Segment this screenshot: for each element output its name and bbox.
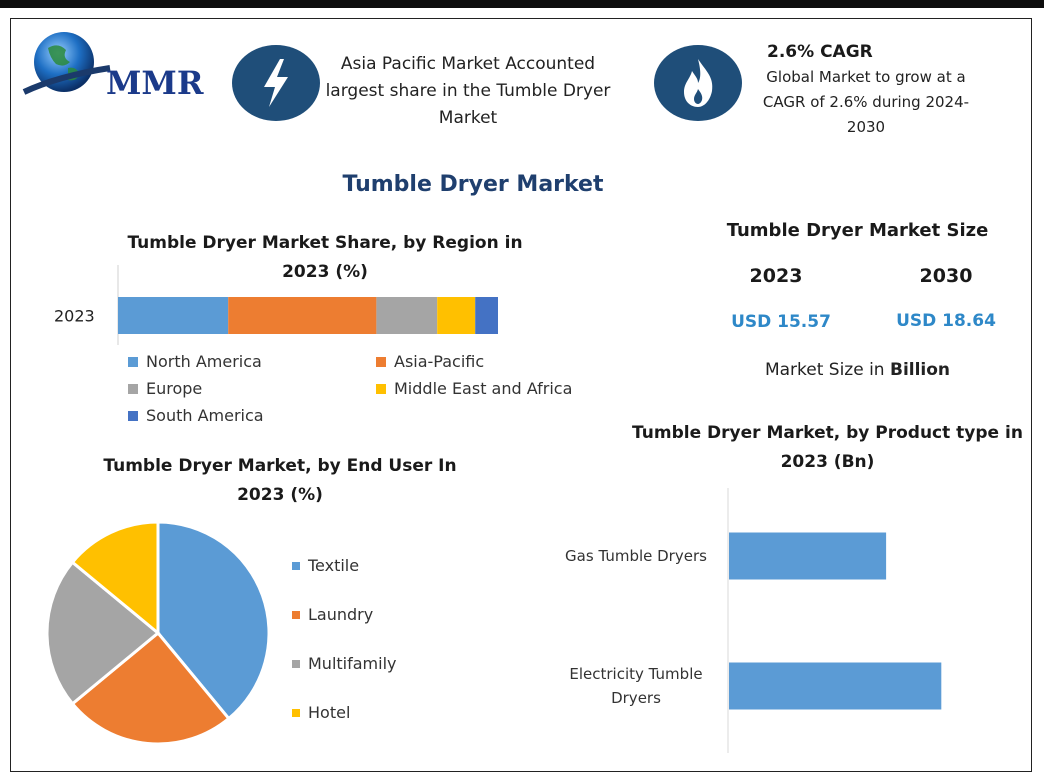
pie-slice-multifamily bbox=[45, 560, 161, 706]
legend-label: Hotel bbox=[308, 703, 351, 722]
legend-label: Textile bbox=[308, 556, 360, 575]
product-bar-electricity-tumble-dryers bbox=[729, 662, 942, 710]
product-type-chart-title: Tumble Dryer Market, by Product type in … bbox=[632, 423, 1023, 472]
logo-text: MMR bbox=[106, 64, 204, 102]
legend-swatch bbox=[292, 561, 300, 570]
infographic-frame bbox=[10, 18, 1032, 772]
market-size-value-2030: USD 18.64 bbox=[896, 311, 996, 331]
legend-item-europe: Europe bbox=[128, 379, 202, 398]
legend-label: Asia-Pacific bbox=[394, 352, 485, 371]
legend-item-middle-east-africa: Middle East and Africa bbox=[376, 379, 572, 398]
end-user-legend: Textile Laundry Multifamily Hotel bbox=[292, 556, 452, 736]
lightning-icon bbox=[264, 59, 288, 107]
region-bar-segment-south-america bbox=[475, 297, 498, 334]
market-size-note-prefix: Market Size in bbox=[764, 360, 890, 380]
cagr-title: 2.6% CAGR bbox=[767, 42, 873, 62]
pie-legend-item-multifamily: Multifamily bbox=[292, 654, 397, 673]
legend-label: Multifamily bbox=[308, 654, 397, 673]
region-bar-segment-europe bbox=[376, 297, 438, 334]
legend-swatch bbox=[292, 708, 300, 717]
legend-label: North America bbox=[146, 352, 262, 371]
market-size-value-2023: USD 15.57 bbox=[731, 312, 831, 332]
globe-icon bbox=[22, 32, 111, 95]
legend-item-south-america: South America bbox=[128, 406, 264, 425]
market-size-year-2023: 2023 bbox=[749, 265, 803, 287]
legend-swatch bbox=[292, 610, 300, 619]
pie-legend-item-laundry: Laundry bbox=[292, 605, 373, 624]
product-type-bar-chart: Gas Tumble Dryers Electricity Tumble Dryer… bbox=[565, 488, 942, 753]
legend-swatch bbox=[128, 410, 138, 421]
pie-slice-textile bbox=[156, 520, 271, 721]
region-legend: North America Asia-Pacific Europe Middle… bbox=[128, 352, 608, 432]
legend-item-north-america: North America bbox=[128, 352, 262, 371]
main-title: Tumble Dryer Market bbox=[342, 172, 604, 197]
legend-swatch bbox=[292, 659, 300, 668]
legend-swatch bbox=[376, 356, 386, 367]
legend-swatch bbox=[128, 356, 138, 367]
region-bar-segment-north-america bbox=[118, 297, 229, 334]
region-bar-segment-asia-pacific bbox=[228, 297, 377, 334]
legend-swatch bbox=[376, 383, 386, 394]
top-bar bbox=[0, 0, 1044, 8]
market-size-note: Market Size in Billion bbox=[700, 360, 1015, 380]
market-size-year-2030: 2030 bbox=[919, 265, 973, 287]
end-user-chart-title: Tumble Dryer Market, by End User In 2023… bbox=[103, 456, 457, 505]
legend-label: South America bbox=[146, 406, 264, 425]
market-size-note-unit: Billion bbox=[889, 360, 951, 380]
pie-slice-laundry bbox=[70, 630, 231, 746]
headline-text: Asia Pacific Market Accounted largest sh… bbox=[325, 54, 611, 128]
region-chart-title: Tumble Dryer Market Share, by Region in … bbox=[127, 233, 523, 282]
region-bar-segment-middle-east-and-africa bbox=[437, 297, 476, 334]
mmr-logo: MMR bbox=[18, 28, 213, 106]
legend-label: Laundry bbox=[308, 605, 374, 624]
flame-icon bbox=[684, 59, 713, 107]
flame-icon-circle bbox=[654, 45, 742, 121]
market-size-title: Tumble Dryer Market Size bbox=[726, 220, 989, 241]
pie-legend-item-textile: Textile bbox=[292, 556, 359, 575]
region-stacked-bar-chart: 2023 bbox=[54, 265, 498, 345]
legend-label: Europe bbox=[146, 379, 203, 398]
legend-item-asia-pacific: Asia-Pacific bbox=[376, 352, 484, 371]
legend-label: Middle East and Africa bbox=[394, 379, 573, 398]
cagr-text: Global Market to grow at a CAGR of 2.6% … bbox=[762, 68, 970, 136]
region-category-label: 2023 bbox=[54, 307, 95, 326]
product-category-label: Gas Tumble Dryers bbox=[565, 547, 707, 565]
product-bar-gas-tumble-dryers bbox=[729, 532, 887, 580]
product-category-label: Electricity Tumble Dryers bbox=[569, 665, 702, 707]
pie-legend-item-hotel: Hotel bbox=[292, 703, 350, 722]
lightning-icon-circle bbox=[232, 45, 320, 121]
pie-slice-hotel bbox=[70, 520, 160, 637]
legend-swatch bbox=[128, 383, 138, 394]
end-user-pie-chart bbox=[45, 520, 271, 746]
